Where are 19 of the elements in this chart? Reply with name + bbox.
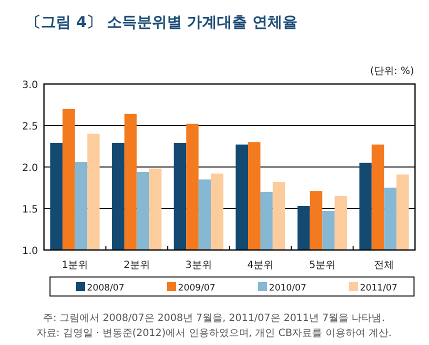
x-tick-label: 전체 <box>374 260 394 271</box>
text: 주: 그림에서 2008/07은 2008년 7월을, 2011/07은 2011년 7월을 나타냄. <box>43 313 385 324</box>
chart-title: 〔그림 4〕 소득분위별 가계대출 연체율 <box>26 13 298 31</box>
x-tick-label: 2분위 <box>124 260 150 271</box>
legend-label: 2010/07 <box>269 284 306 294</box>
x-tick-label: 5분위 <box>309 260 336 271</box>
x-tick-label: 3분위 <box>185 260 212 271</box>
y-tick-label: 3.0 <box>22 80 38 91</box>
y-tick-label: 1.5 <box>22 204 38 216</box>
y-tick-label: 1.0 <box>22 246 38 257</box>
text: 자료: 김영일 · 변동준(2012)에서 인용하였으며, 개인 CB자료를 이용하여 계산. <box>36 328 392 339</box>
x-tick-label: 4분위 <box>247 260 274 271</box>
y-tick-label: 2.5 <box>22 122 38 132</box>
text: (단위: %) <box>370 66 414 77</box>
legend-label: 2009/07 <box>178 284 216 294</box>
legend-label: 2011/07 <box>360 284 398 294</box>
x-tick-label: 1분위 <box>62 260 88 271</box>
y-tick-label: 2.0 <box>22 163 38 174</box>
legend-label: 2008/07 <box>87 284 124 294</box>
